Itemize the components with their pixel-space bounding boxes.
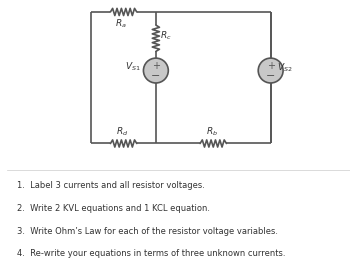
Text: 2.  Write 2 KVL equations and 1 KCL equation.: 2. Write 2 KVL equations and 1 KCL equat… [17, 204, 210, 213]
Text: $R_a$: $R_a$ [115, 18, 127, 31]
Text: $R_d$: $R_d$ [116, 126, 128, 138]
Text: −: − [151, 70, 161, 80]
Text: $R_c$: $R_c$ [160, 30, 172, 42]
Text: −: − [266, 70, 275, 80]
Text: $V_{S2}$: $V_{S2}$ [276, 62, 292, 75]
Text: +: + [152, 60, 160, 70]
Circle shape [144, 58, 168, 83]
Text: +: + [267, 60, 275, 70]
Circle shape [258, 58, 283, 83]
Text: 3.  Write Ohm’s Law for each of the resistor voltage variables.: 3. Write Ohm’s Law for each of the resis… [17, 227, 278, 235]
Text: $R_b$: $R_b$ [206, 126, 218, 138]
Text: 1.  Label 3 currents and all resistor voltages.: 1. Label 3 currents and all resistor vol… [17, 181, 205, 190]
Text: $V_{S1}$: $V_{S1}$ [125, 61, 140, 73]
Text: 4.  Re-write your equations in terms of three unknown currents.: 4. Re-write your equations in terms of t… [17, 249, 286, 258]
